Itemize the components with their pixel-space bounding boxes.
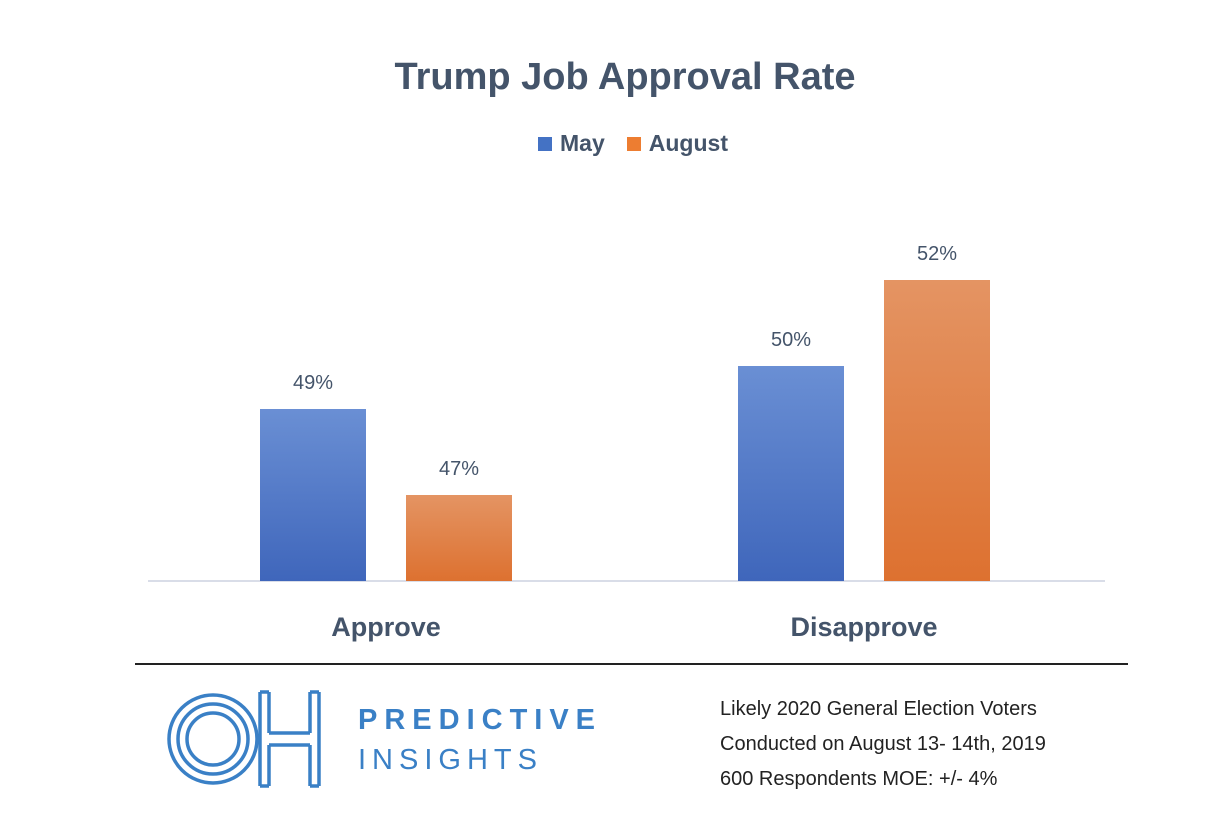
survey-notes: Likely 2020 General Election Voters Cond… (720, 692, 1046, 797)
bar-disapprove-may (738, 366, 844, 581)
chart-title: Trump Job Approval Rate (394, 56, 856, 98)
bar-disapprove-august (884, 280, 990, 581)
data-label: 49% (293, 372, 333, 394)
legend-swatch-august (626, 136, 641, 151)
data-label: 47% (439, 458, 479, 480)
legend-label-august: August (648, 130, 728, 156)
bar-chart: 49% 47% Approve 50% 52% Disapprove (148, 243, 1105, 642)
note-respondents: 600 Respondents MOE: +/- 4% (720, 768, 998, 790)
legend-swatch-may (538, 136, 553, 151)
category-label-disapprove: Disapprove (790, 612, 937, 642)
legend-item-may: May (538, 130, 605, 157)
brand-line-1: PREDICTIVE (358, 704, 603, 736)
note-voters: Likely 2020 General Election Voters (720, 698, 1037, 720)
note-dates: Conducted on August 13- 14th, 2019 (720, 733, 1046, 755)
bar-approve-august (406, 495, 512, 581)
data-label: 50% (771, 329, 811, 351)
bar-approve-may (260, 409, 366, 581)
oh-logo-icon (167, 690, 321, 788)
data-label: 52% (917, 243, 957, 265)
legend-item-august: August (626, 130, 728, 157)
legend: May August (0, 130, 1216, 157)
legend-label-may: May (560, 130, 605, 156)
footer-divider (135, 663, 1128, 665)
brand-line-2: INSIGHTS (358, 744, 543, 776)
category-label-approve: Approve (331, 612, 441, 642)
